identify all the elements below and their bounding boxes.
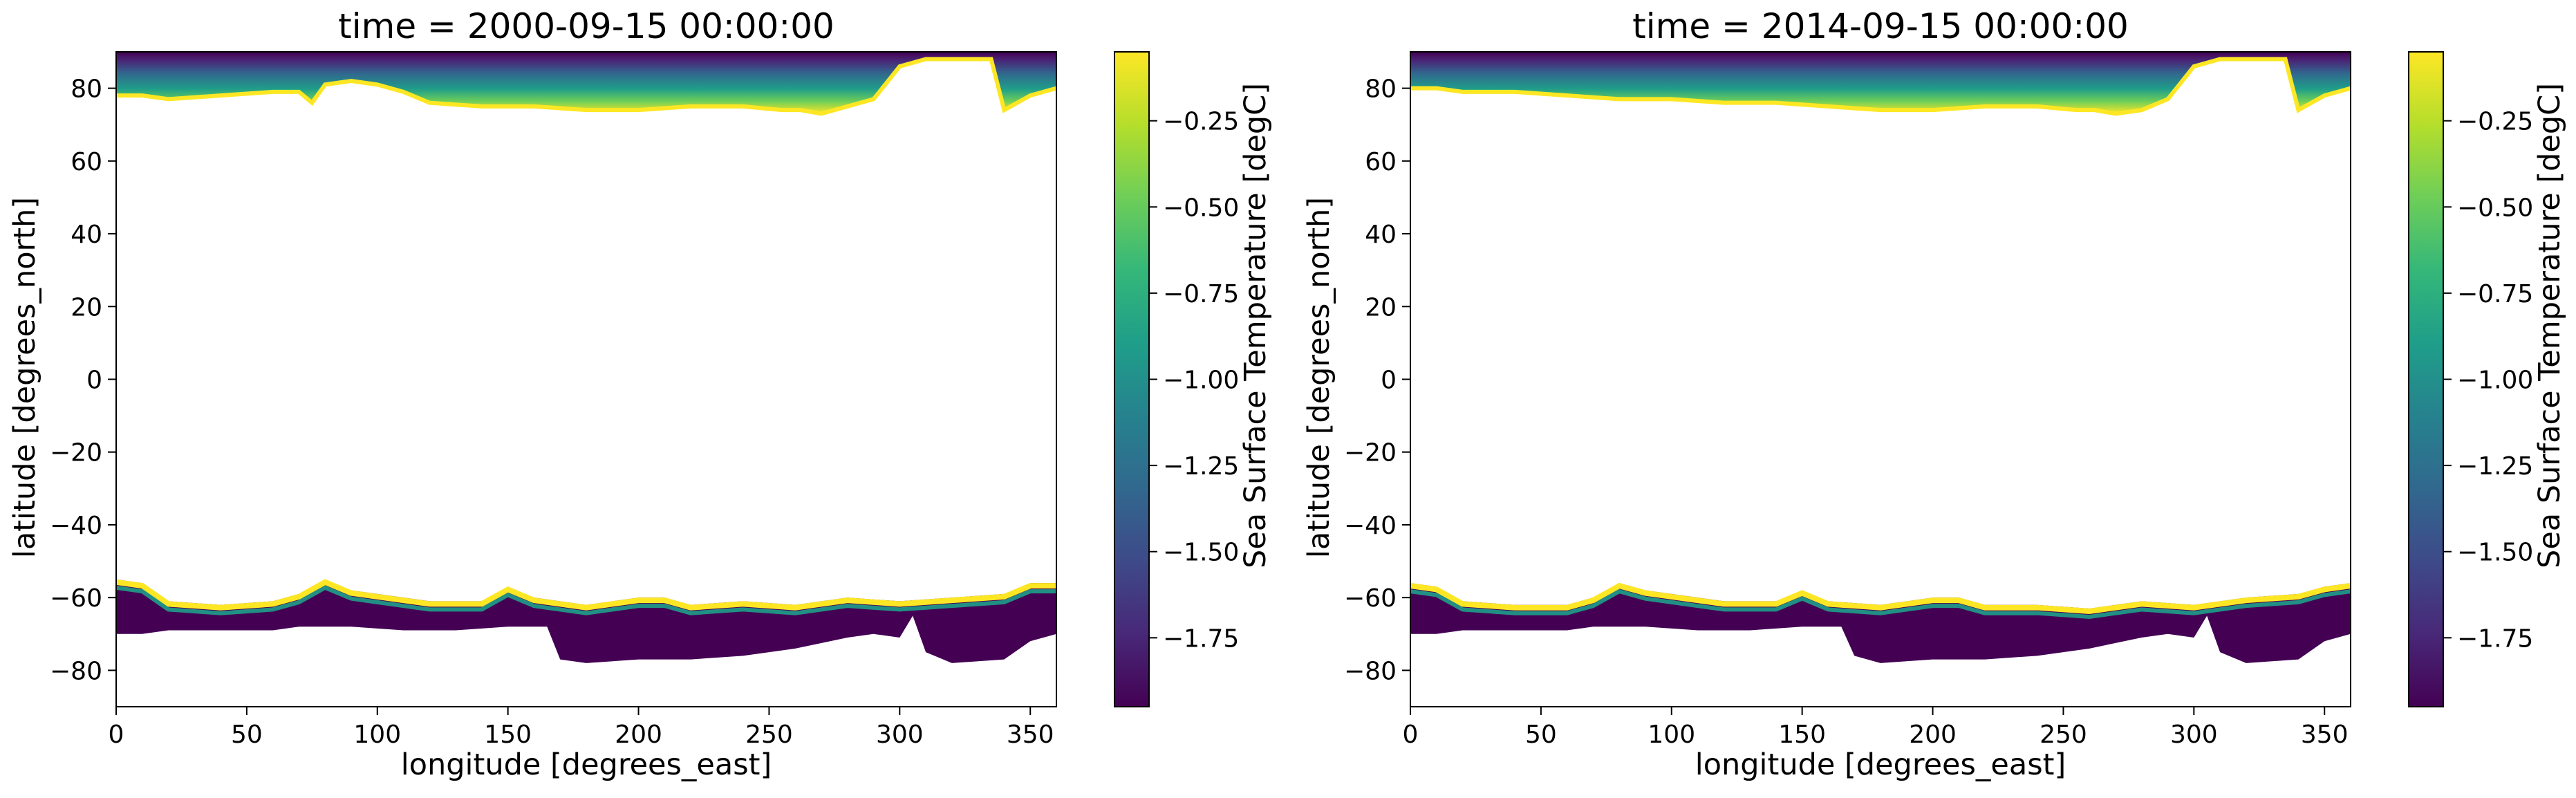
x-tick-label: 200	[1909, 721, 1957, 749]
x-tick-label: 300	[876, 721, 924, 749]
colorbar-gradient	[2408, 51, 2444, 707]
south-ocean-field	[116, 579, 1056, 663]
y-axis-ticks: 80 60 40 20 0 −20 −40 −60 −80	[1344, 75, 1410, 685]
north-ice-edge	[1410, 57, 2351, 116]
colorbar-tick-label: −1.25	[2457, 452, 2533, 481]
x-tick-label: 50	[231, 721, 263, 749]
x-tick-label: 50	[1525, 721, 1557, 749]
panel-title: time = 2014-09-15 00:00:00	[1632, 6, 2129, 46]
x-tick-label: 300	[2170, 721, 2218, 749]
colorbar-tick-label: −1.50	[1163, 539, 1239, 567]
colorbar-tick-label: −0.75	[2457, 280, 2533, 308]
y-tick-label: −20	[1344, 439, 1397, 467]
y-tick-label: −20	[50, 439, 102, 467]
y-tick-label: 80	[71, 75, 102, 104]
y-tick-label: 20	[1365, 293, 1397, 322]
colorbar-tick-label: −1.25	[1163, 452, 1239, 481]
y-tick-label: −60	[50, 584, 102, 613]
y-tick-label: 40	[71, 221, 102, 249]
y-tick-label: −40	[50, 512, 102, 540]
colorbar-tick-label: −0.75	[1163, 280, 1239, 308]
y-tick-label: −60	[1344, 584, 1397, 613]
y-tick-label: 60	[71, 148, 102, 176]
x-tick-label: 350	[2301, 721, 2349, 749]
x-axis-label: longitude [degrees_east]	[401, 748, 772, 782]
x-tick-label: 0	[109, 721, 124, 749]
panel-right: time = 2014-09-15 00:00:00 0 50 100 150 200 2…	[1302, 6, 2567, 782]
north-ocean-field	[116, 52, 1056, 114]
panel-left: time = 2000-09-15 00:00:00 0 50 100 150 200 2…	[8, 6, 1273, 782]
colorbar-tick-label: −1.75	[1163, 624, 1239, 653]
north-ice-edge	[116, 57, 1056, 116]
x-axis-label: longitude [degrees_east]	[1695, 748, 2066, 782]
x-axis-ticks: 0 50 100 150 200 250 300 350	[109, 707, 1054, 749]
y-axis-label: latitude [degrees_north]	[1302, 197, 1336, 558]
x-tick-label: 150	[484, 721, 532, 749]
south-ice-edge-inner	[1410, 588, 2351, 619]
y-tick-label: 0	[86, 366, 102, 395]
y-tick-label: 40	[1365, 221, 1397, 249]
y-tick-label: 20	[71, 293, 102, 322]
x-tick-label: 0	[1403, 721, 1419, 749]
x-tick-label: 250	[745, 721, 793, 749]
y-tick-label: −40	[1344, 512, 1397, 540]
panel-title: time = 2000-09-15 00:00:00	[338, 6, 834, 46]
colorbar-tick-label: −1.00	[1163, 366, 1239, 395]
colorbar-tick-label: −0.50	[1163, 194, 1239, 222]
map-plot-area	[1410, 51, 2351, 707]
colorbar-tick-label: −1.00	[2457, 366, 2533, 395]
y-tick-label: 60	[1365, 148, 1397, 176]
y-tick-label: 0	[1381, 366, 1397, 395]
colorbar-tick-label: −1.50	[2457, 539, 2533, 567]
x-axis-ticks: 0 50 100 150 200 250 300 350	[1403, 707, 2349, 749]
south-ice-edge	[1410, 582, 2351, 614]
south-ocean-field	[1410, 583, 2351, 663]
x-tick-label: 350	[1007, 721, 1054, 749]
colorbar-label: Sea Surface Temperature [degC]	[1238, 83, 1273, 568]
colorbar-tick-label: −0.25	[1163, 108, 1239, 136]
x-tick-label: 150	[1778, 721, 1826, 749]
colorbar-tick-label: −0.25	[2457, 108, 2533, 136]
south-ice-edge	[116, 579, 1056, 611]
map-plot-area	[115, 51, 1057, 707]
y-axis-ticks: 80 60 40 20 0 −20 −40 −60 −80	[50, 75, 116, 685]
y-tick-label: 80	[1365, 75, 1397, 104]
colorbar-label: Sea Surface Temperature [degC]	[2532, 83, 2567, 568]
colorbar-tick-label: −1.75	[2457, 624, 2533, 653]
colorbar: −0.25 −0.50 −0.75 −1.00 −1.25 −1.50 −1.75	[1114, 51, 1239, 707]
colorbar-gradient	[1114, 51, 1150, 707]
y-tick-label: −80	[50, 657, 102, 685]
y-axis-label: latitude [degrees_north]	[8, 197, 42, 558]
x-tick-label: 100	[353, 721, 401, 749]
colorbar: −0.25 −0.50 −0.75 −1.00 −1.25 −1.50 −1.75	[2408, 51, 2533, 707]
south-ice-edge-inner	[116, 585, 1056, 615]
x-tick-label: 100	[1648, 721, 1695, 749]
x-tick-label: 200	[615, 721, 662, 749]
y-tick-label: −80	[1344, 657, 1397, 685]
colorbar-tick-label: −0.50	[2457, 194, 2533, 222]
x-tick-label: 250	[2040, 721, 2087, 749]
